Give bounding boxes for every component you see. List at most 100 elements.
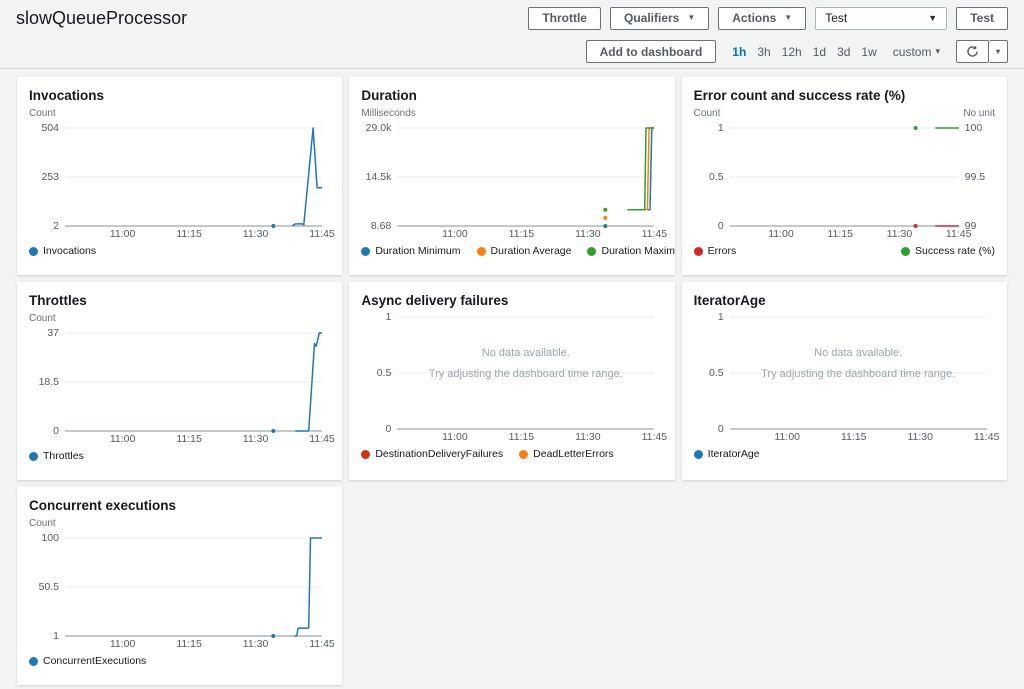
x-tick-label: 11:15 (176, 638, 202, 650)
legend-label: Errors (708, 245, 737, 257)
legend-swatch-icon (694, 247, 703, 256)
legend-item-destinationdeliveryfailures[interactable]: DestinationDeliveryFailures (361, 448, 503, 460)
axis-unit-row: CountNo unit (694, 107, 995, 120)
x-tick-label: 11:00 (442, 228, 468, 240)
test-event-select[interactable]: Test ▼ (815, 7, 947, 30)
chart-title: Duration (361, 87, 662, 104)
chart-plot (29, 122, 330, 228)
no-data-text: Try adjusting the dashboard time range. (730, 368, 987, 380)
function-actions: Throttle Qualifiers ▼ Actions ▼ Test ▼ T… (528, 7, 1008, 30)
no-data-message: No data available. Try adjusting the dash… (730, 347, 987, 380)
legend-item-throttles[interactable]: Throttles (29, 450, 84, 462)
chart-title: Throttles (29, 292, 330, 309)
legend-swatch-icon (361, 247, 370, 256)
refresh-button[interactable] (956, 40, 989, 63)
custom-range-button[interactable]: custom ▾ (893, 45, 940, 59)
time-range-button-3d[interactable]: 3d (837, 45, 850, 59)
no-data-text: No data available. (730, 347, 987, 359)
series-line-duration-minimum (628, 128, 655, 210)
time-range-button-12h[interactable]: 12h (782, 45, 802, 59)
chart-area: 10.5011:0011:1511:3011:45No data availab… (361, 311, 662, 445)
throttle-button[interactable]: Throttle (528, 7, 601, 30)
legend-swatch-icon (694, 450, 703, 459)
data-point-throttles (271, 429, 275, 433)
legend-item-invocations[interactable]: Invocations (29, 245, 96, 257)
x-tick-label: 11:30 (243, 228, 269, 240)
y-tick-label: 0.5 (694, 171, 724, 183)
chart-title: Error count and success rate (%) (694, 87, 995, 104)
x-tick-label: 11:45 (642, 431, 668, 443)
y-tick-label: 0 (361, 423, 391, 435)
chart-title: Invocations (29, 87, 330, 104)
x-tick-label: 11:30 (887, 228, 913, 240)
y-tick-label: 2 (29, 220, 59, 232)
legend-label: Duration Minimum (375, 245, 460, 257)
qualifiers-dropdown-button[interactable]: Qualifiers ▼ (610, 7, 709, 30)
custom-range-label: custom (893, 45, 932, 59)
function-name-title: slowQueueProcessor (16, 8, 187, 29)
y-axis-unit-label: Count (29, 312, 56, 325)
legend-item-deadlettererrors[interactable]: DeadLetterErrors (519, 448, 614, 460)
metric-card-throttles: Throttles Count 3718.5011:0011:1511:3011:4… (17, 282, 342, 480)
legend-item-concurrentexecutions[interactable]: ConcurrentExecutions (29, 655, 146, 667)
time-range-button-1d[interactable]: 1d (813, 45, 826, 59)
axis-unit-row: Count (29, 517, 330, 530)
y-tick-label: 50.5 (29, 581, 59, 593)
legend-label: Success rate (%) (915, 245, 995, 257)
legend-swatch-icon (587, 247, 596, 256)
chart-title: Concurrent executions (29, 497, 330, 514)
y-tick-label: 18.5 (29, 376, 59, 388)
legend-item-success-rate[interactable]: Success rate (%) (901, 245, 995, 257)
chart-area: 3718.5011:0011:1511:3011:45 (29, 327, 330, 447)
legend-swatch-icon (361, 450, 370, 459)
actions-button-label: Actions (732, 11, 776, 25)
data-point-errors (913, 224, 917, 228)
y-tick-label: 253 (29, 171, 59, 183)
metric-card-concurrent-executions: Concurrent executionsCount10050.5111:001… (17, 487, 342, 685)
test-event-select-value: Test (825, 11, 847, 25)
y-axis-unit-label: Milliseconds (361, 107, 415, 120)
time-range-button-1w[interactable]: 1w (861, 45, 876, 59)
legend-group-left: Duration Minimum Duration Average Duration… (361, 245, 674, 257)
data-point-concurrentexecutions (271, 634, 275, 638)
refresh-icon (966, 45, 979, 58)
test-button[interactable]: Test (956, 7, 1008, 30)
legend-group-left: ConcurrentExecutions (29, 655, 146, 667)
actions-dropdown-button[interactable]: Actions ▼ (718, 7, 806, 30)
refresh-options-button[interactable]: ▾ (989, 40, 1008, 63)
chevron-down-icon: ▾ (996, 48, 1000, 56)
x-tick-label: 11:30 (575, 228, 601, 240)
legend-label: Invocations (43, 245, 96, 257)
x-tick-label: 11:15 (176, 433, 202, 445)
legend-label: Duration Average (491, 245, 572, 257)
axis-unit-row: Milliseconds (361, 107, 662, 120)
legend-item-errors[interactable]: Errors (694, 245, 737, 257)
legend-label: ConcurrentExecutions (43, 655, 146, 667)
legend-item-duration-average[interactable]: Duration Average (477, 245, 572, 257)
data-point-duration-average (604, 216, 608, 220)
x-tick-label: 11:15 (509, 431, 535, 443)
metric-card-error-count-and-success-rate: Error count and success rate (%) CountNo … (682, 77, 1007, 275)
axis-unit-row: Count (29, 107, 330, 120)
legend-item-duration-maximum[interactable]: Duration Maximum (587, 245, 674, 257)
data-point-duration-maximum (604, 208, 608, 212)
legend-item-duration-minimum[interactable]: Duration Minimum (361, 245, 460, 257)
data-point-success-rate (913, 126, 917, 130)
time-range-button-1h[interactable]: 1h (732, 45, 746, 59)
y-tick-label-right: 99.5 (965, 171, 985, 183)
x-tick-label: 11:00 (110, 638, 136, 650)
legend-group-left: Errors (694, 245, 737, 257)
x-tick-label: 11:45 (309, 638, 335, 650)
y-axis-unit-label-right: No unit (963, 107, 995, 120)
x-tick-label: 11:15 (841, 431, 867, 443)
legend-group-left: DestinationDeliveryFailures DeadLetterErr… (361, 448, 613, 460)
legend-item-iteratorage[interactable]: IteratorAge (694, 448, 760, 460)
time-range-button-3h[interactable]: 3h (757, 45, 770, 59)
function-header-row: slowQueueProcessor Throttle Qualifiers ▼… (16, 5, 1008, 31)
add-to-dashboard-button[interactable]: Add to dashboard (586, 40, 717, 63)
metric-card-async-delivery-failures: Async delivery failures10.5011:0011:1511… (349, 282, 674, 480)
metric-card-duration: DurationMilliseconds29.0k14.5k8.6811:001… (349, 77, 674, 275)
chart-legend: DestinationDeliveryFailures DeadLetterErr… (361, 448, 662, 460)
chart-area: 10.5010099.59911:0011:1511:3011:45 (694, 122, 995, 242)
legend-swatch-icon (29, 657, 38, 666)
